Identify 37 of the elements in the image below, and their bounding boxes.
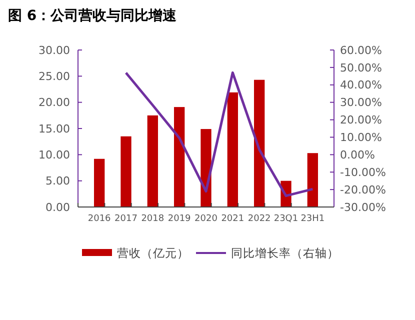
- legend-label: 同比增长率（右轴）: [231, 246, 339, 260]
- bar: [147, 115, 158, 207]
- y2-tick-label: 40.00%: [340, 78, 382, 92]
- x-tick-label: 2018: [141, 214, 164, 224]
- y2-tick-label: 20.00%: [340, 114, 382, 127]
- y2-tick-label: 60.00%: [340, 44, 382, 57]
- x-tick-label: 23H1: [300, 214, 325, 224]
- y-tick-label: 25.00: [38, 70, 70, 84]
- y-tick-label: 0.00: [46, 200, 70, 214]
- y2-tick-label: -10.00%: [340, 166, 386, 179]
- bar: [307, 153, 318, 207]
- x-tick-label: 2019: [168, 214, 192, 224]
- y-tick-label: 10.00: [38, 148, 70, 162]
- x-tick-label: 2020: [194, 214, 218, 224]
- bar: [120, 136, 132, 207]
- x-tick-label: 2022: [248, 214, 271, 224]
- bar: [174, 107, 185, 207]
- bar: [227, 92, 238, 207]
- x-tick-label: 2017: [114, 214, 138, 224]
- bar: [94, 158, 105, 207]
- legend-label: 营收（亿元）: [117, 246, 189, 260]
- y2-tick-label: -20.00%: [340, 183, 386, 196]
- y2-tick-label: 50.00%: [340, 61, 382, 74]
- y2-tick-label: 30.00%: [340, 96, 382, 110]
- chart-title: 图 6：公司营收与同比增速: [8, 8, 178, 24]
- y2-tick-label: -30.00%: [340, 200, 386, 214]
- line-series: [124, 71, 314, 198]
- x-tick-label: 23Q1: [274, 214, 298, 224]
- y2-tick-label: 0.00%: [340, 148, 375, 162]
- x-tick-label: 2021: [221, 214, 244, 224]
- y-tick-label: 5.00: [46, 174, 70, 188]
- y-tick-label: 30.00: [38, 44, 70, 57]
- y-tick-label: 20.00: [38, 96, 70, 110]
- y2-tick-label: 10.00%: [340, 131, 382, 144]
- bar: [254, 80, 265, 207]
- y-tick-label: 15.00: [38, 122, 70, 136]
- x-tick-label: 2016: [88, 214, 112, 224]
